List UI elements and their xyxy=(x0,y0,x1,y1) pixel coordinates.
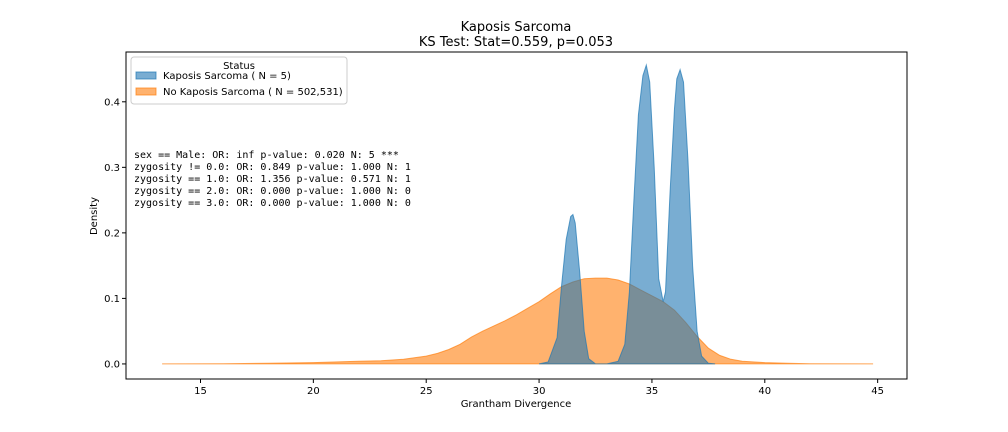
x-tick-label: 25 xyxy=(420,386,433,397)
x-tick-label: 30 xyxy=(533,386,546,397)
series-area-no-kaposis-sarcoma xyxy=(162,277,874,365)
annotation-line: zygosity == 1.0: OR: 1.356 p-value: 0.57… xyxy=(134,174,411,185)
y-axis-label: Density xyxy=(89,197,100,235)
y-tick-label: 0.1 xyxy=(104,294,120,305)
x-tick-label: 15 xyxy=(194,386,207,397)
plot-area: 15 20 25 30 35 40 45 0.0 0.1 0.2 0.3 0.4 xyxy=(104,51,908,397)
chart-subtitle: KS Test: Stat=0.559, p=0.053 xyxy=(419,35,613,50)
y-tick-label: 0.4 xyxy=(104,97,120,108)
x-tick-label: 20 xyxy=(307,386,320,397)
legend-entry-label: Kaposis Sarcoma ( N = 5) xyxy=(163,71,291,82)
legend-entries: Kaposis Sarcoma ( N = 5) No Kaposis Sarco… xyxy=(135,71,343,98)
x-axis: 15 20 25 30 35 40 45 xyxy=(194,379,884,397)
chart-title: Kaposis Sarcoma xyxy=(461,20,572,35)
legend-box xyxy=(130,56,348,105)
plot-frame xyxy=(125,51,908,380)
legend-swatch xyxy=(135,71,157,80)
legend: Status Kaposis Sarcoma ( N = 5) No Kaposi… xyxy=(130,56,348,105)
y-tick-label: 0.3 xyxy=(104,163,120,174)
x-axis-label: Grantham Divergence xyxy=(461,399,572,410)
annotation-line: zygosity == 2.0: OR: 0.000 p-value: 1.00… xyxy=(134,186,411,197)
series-area-kaposis-sarcoma xyxy=(538,63,716,365)
x-tick-label: 35 xyxy=(646,386,659,397)
legend-title: Status xyxy=(223,61,255,72)
annotation-line: zygosity != 0.0: OR: 0.849 p-value: 1.00… xyxy=(134,162,411,173)
stats-annotation: sex == Male: OR: inf p-value: 0.020 N: 5… xyxy=(134,150,411,209)
series-layer xyxy=(162,63,874,365)
x-tick-label: 45 xyxy=(871,386,884,397)
y-tick-label: 0.0 xyxy=(104,359,120,370)
y-tick-label: 0.2 xyxy=(104,228,120,239)
annotation-line: sex == Male: OR: inf p-value: 0.020 N: 5… xyxy=(134,150,399,161)
annotation-line: zygosity == 3.0: OR: 0.000 p-value: 1.00… xyxy=(134,198,411,209)
legend-entry-label: No Kaposis Sarcoma ( N = 502,531) xyxy=(163,87,343,98)
x-tick-label: 40 xyxy=(758,386,771,397)
y-axis: 0.0 0.1 0.2 0.3 0.4 xyxy=(104,97,126,370)
legend-swatch xyxy=(135,87,157,96)
